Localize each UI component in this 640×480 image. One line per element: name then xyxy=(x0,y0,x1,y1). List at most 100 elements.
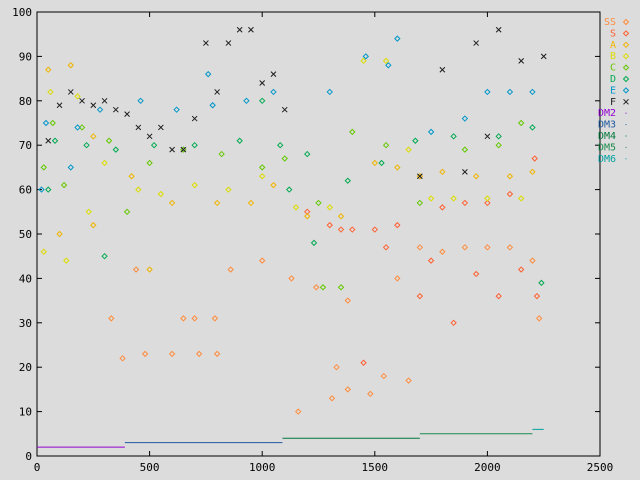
series-s-point xyxy=(382,244,390,251)
series-c-point xyxy=(218,150,225,158)
series-c-point xyxy=(49,119,56,127)
series-s-point xyxy=(506,190,514,198)
legend-marker-f xyxy=(623,98,629,105)
series-ss-point xyxy=(535,315,543,322)
series-d-point xyxy=(310,239,318,247)
legend-label-dm5: DM5 xyxy=(598,142,616,153)
series-e-point xyxy=(362,53,369,60)
series-e-point xyxy=(74,124,81,131)
legend-marker-a xyxy=(622,41,630,49)
series-f-point xyxy=(473,40,479,46)
legend-label-ss: SS xyxy=(604,17,616,28)
series-e-point xyxy=(385,62,392,69)
series-a-point xyxy=(247,199,255,207)
y-tick-label: 70 xyxy=(19,139,32,152)
series-b-point xyxy=(63,257,70,264)
series-f-point xyxy=(101,97,108,104)
series-e-point xyxy=(137,97,144,105)
series-ss-point xyxy=(439,248,446,255)
series-d-point xyxy=(344,177,351,184)
series-c-point xyxy=(146,159,153,167)
series-ss-point xyxy=(484,244,491,251)
series-e-point xyxy=(42,119,50,127)
series-f-point xyxy=(180,146,187,153)
series-ss-point xyxy=(506,244,514,251)
series-e-point xyxy=(427,128,435,136)
series-s-point xyxy=(461,199,469,207)
series-s-point xyxy=(427,257,435,264)
series-d-point xyxy=(150,141,158,149)
series-a-point xyxy=(146,266,153,273)
legend-label-b: B xyxy=(610,51,616,62)
series-ss-point xyxy=(180,315,187,322)
series-ss-point xyxy=(108,315,115,322)
series-b-point xyxy=(191,181,198,189)
series-a-point xyxy=(394,164,401,171)
legend-marker-dm4 xyxy=(625,135,627,137)
series-e-point xyxy=(173,106,180,113)
series-s-point xyxy=(394,221,401,229)
series-f-point xyxy=(90,102,97,109)
series-a-point xyxy=(56,230,63,238)
legend-label-dm2: DM2 xyxy=(598,108,616,119)
series-b-point xyxy=(484,195,491,202)
x-tick-label: 500 xyxy=(140,461,160,474)
series-f-point xyxy=(158,124,164,131)
series-ss-point xyxy=(328,395,336,402)
series-d-point xyxy=(258,97,266,105)
series-c-point xyxy=(123,208,131,216)
series-c-point xyxy=(281,155,288,162)
y-tick-label: 50 xyxy=(19,228,32,241)
series-f-point xyxy=(236,26,243,33)
series-c-point xyxy=(461,146,469,153)
series-a-point xyxy=(213,199,221,207)
series-ss-point xyxy=(227,266,234,273)
y-tick-label: 0 xyxy=(25,450,32,463)
series-d-point xyxy=(495,133,502,140)
series-e-point xyxy=(96,106,104,113)
series-e-point xyxy=(209,102,216,109)
series-d-point xyxy=(304,150,311,158)
x-tick-label: 2500 xyxy=(587,461,614,474)
series-b-point xyxy=(326,204,333,211)
series-f-point xyxy=(45,137,52,144)
series-d-point xyxy=(83,141,90,149)
series-c-point xyxy=(495,141,502,149)
series-s-point xyxy=(495,292,502,300)
series-d-point xyxy=(277,141,284,149)
series-d-point xyxy=(191,141,198,149)
series-s-point xyxy=(371,226,379,233)
series-b-point xyxy=(382,57,390,65)
series-c-point xyxy=(78,124,86,131)
legend-marker-e xyxy=(622,87,630,94)
series-d-point xyxy=(236,137,243,144)
series-e-point xyxy=(506,88,514,96)
legend-marker-d xyxy=(622,75,630,83)
series-ss-point xyxy=(405,377,412,384)
series-s-point xyxy=(531,155,538,162)
legend-label-f: F xyxy=(610,97,616,108)
series-s-point xyxy=(326,221,333,229)
series-c-point xyxy=(382,141,390,149)
series-f-point xyxy=(203,40,209,46)
series-c-point xyxy=(258,164,266,171)
series-ss-point xyxy=(213,350,221,358)
series-d-point xyxy=(286,186,293,193)
series-b-point xyxy=(225,186,232,193)
legend-label-dm6: DM6 xyxy=(598,154,616,165)
series-s-point xyxy=(349,226,356,233)
x-tick-label: 1000 xyxy=(249,461,276,474)
series-f-point xyxy=(259,80,266,86)
series-s-point xyxy=(416,292,424,300)
series-s-point xyxy=(337,226,345,233)
series-c-point xyxy=(105,137,113,144)
series-ss-point xyxy=(344,297,351,304)
series-c-point xyxy=(60,181,68,189)
legend-marker-s xyxy=(622,30,630,37)
series-ss-point xyxy=(211,315,219,322)
series-a-point xyxy=(337,213,345,220)
series-b-point xyxy=(517,195,525,202)
legend-label-dm3: DM3 xyxy=(598,120,616,131)
series-a-point xyxy=(128,173,135,180)
legend-label-s: S xyxy=(610,28,616,39)
